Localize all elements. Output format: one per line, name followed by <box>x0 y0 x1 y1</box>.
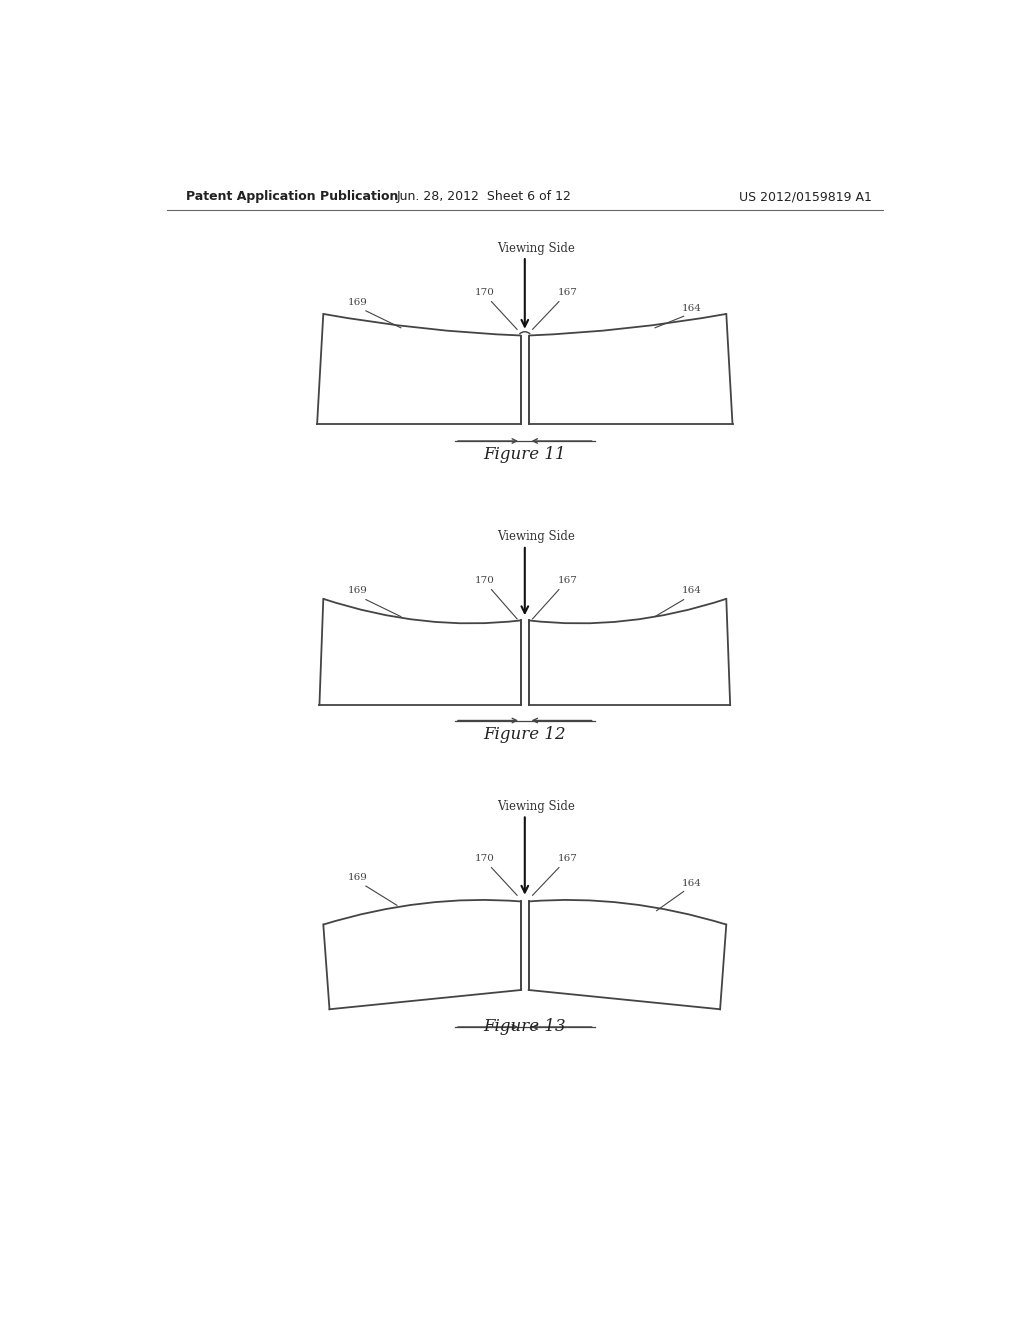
Text: 170: 170 <box>474 577 495 586</box>
Text: Patent Application Publication: Patent Application Publication <box>186 190 398 203</box>
Text: 164: 164 <box>682 586 701 595</box>
Text: 164: 164 <box>682 879 701 888</box>
Text: Viewing Side: Viewing Side <box>498 800 575 813</box>
Text: Figure 12: Figure 12 <box>483 726 566 743</box>
Text: 170: 170 <box>474 854 495 863</box>
Text: 167: 167 <box>557 577 578 586</box>
Text: 170: 170 <box>474 289 495 297</box>
Text: US 2012/0159819 A1: US 2012/0159819 A1 <box>739 190 872 203</box>
Text: Figure 11: Figure 11 <box>483 446 566 463</box>
Text: 169: 169 <box>348 298 368 306</box>
Text: Viewing Side: Viewing Side <box>498 531 575 544</box>
Text: 167: 167 <box>557 289 578 297</box>
Text: Viewing Side: Viewing Side <box>498 242 575 255</box>
Text: 167: 167 <box>557 854 578 863</box>
Text: Figure 13: Figure 13 <box>483 1019 566 1035</box>
Text: 164: 164 <box>682 304 701 313</box>
Text: 169: 169 <box>348 586 368 595</box>
Text: 169: 169 <box>348 873 368 882</box>
Text: Jun. 28, 2012  Sheet 6 of 12: Jun. 28, 2012 Sheet 6 of 12 <box>397 190 572 203</box>
